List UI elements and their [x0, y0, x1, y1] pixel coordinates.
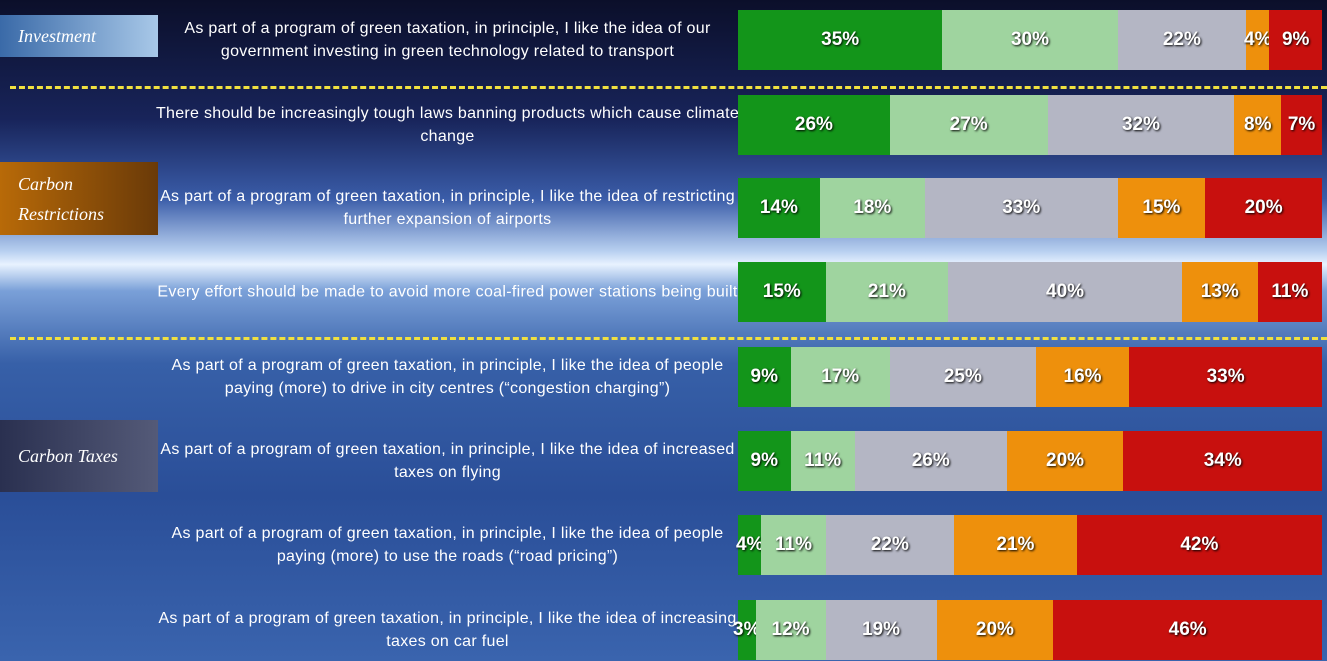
data-label: 3%	[733, 619, 761, 640]
data-label: 21%	[867, 281, 906, 302]
data-label: 9%	[750, 366, 778, 387]
data-label: 9%	[750, 450, 778, 471]
group-label: Carbon Taxes	[0, 420, 158, 492]
bar-segment: 20%	[1006, 431, 1124, 491]
bar-segment: 11%	[761, 515, 826, 575]
data-label: 19%	[862, 619, 901, 640]
data-label: 22%	[870, 534, 909, 555]
bar-segment: 18%	[819, 178, 925, 238]
bar-segment: 32%	[1047, 95, 1235, 155]
bar-segment: 14%	[738, 178, 820, 238]
bar-segment: 11%	[790, 431, 855, 491]
data-label: 15%	[1142, 197, 1181, 218]
data-label: 30%	[1010, 29, 1049, 50]
data-label: 13%	[1200, 281, 1239, 302]
bar-segment: 16%	[1035, 347, 1130, 407]
data-label: 26%	[794, 114, 833, 135]
bar-segment: 42%	[1076, 515, 1322, 575]
bar-segment: 33%	[924, 178, 1118, 238]
data-label: 40%	[1046, 281, 1085, 302]
data-label: 11%	[774, 534, 812, 555]
bar-segment: 40%	[948, 262, 1182, 322]
data-label: 12%	[771, 619, 810, 640]
bar-segment: 15%	[738, 262, 826, 322]
bar-segment: 26%	[738, 95, 890, 155]
data-label: 18%	[853, 197, 892, 218]
bar-segment: 22%	[825, 515, 955, 575]
bar-segment: 33%	[1129, 347, 1322, 407]
bar-segment: 46%	[1053, 600, 1322, 660]
separator	[10, 86, 1327, 89]
bar-segment: 9%	[738, 347, 791, 407]
bar-segment: 3%	[733, 600, 761, 660]
bar-segment: 4%	[1244, 10, 1272, 70]
bar-segment: 12%	[755, 600, 826, 660]
data-label: 26%	[911, 450, 950, 471]
category-label: Every effort should be made to avoid mor…	[157, 283, 738, 301]
data-label: 33%	[1206, 366, 1245, 387]
data-label: 27%	[949, 114, 988, 135]
data-label: 22%	[1162, 29, 1201, 50]
bar-segment: 34%	[1123, 431, 1322, 491]
bar-segment: 7%	[1281, 95, 1322, 155]
data-label: 4%	[1244, 29, 1272, 50]
bar-segment: 17%	[790, 347, 890, 407]
bar-segment: 13%	[1181, 262, 1258, 322]
data-label: 20%	[1244, 197, 1283, 218]
bar-segment: 9%	[1269, 10, 1322, 70]
data-label: 11%	[804, 450, 842, 471]
bar-segment: 21%	[954, 515, 1077, 575]
bar-segment: 27%	[889, 95, 1048, 155]
category-label: As part of a program of green taxation, …	[184, 20, 711, 60]
data-label: 17%	[821, 366, 860, 387]
data-label: 4%	[735, 534, 764, 555]
data-label: 21%	[996, 534, 1035, 555]
data-label: 42%	[1180, 534, 1219, 555]
bar-segment: 25%	[889, 347, 1036, 407]
bar-segment: 26%	[854, 431, 1007, 491]
separator	[10, 337, 1327, 340]
bar-segment: 9%	[738, 431, 791, 491]
data-label: 46%	[1168, 619, 1207, 640]
category-label: As part of a program of green taxation, …	[160, 441, 735, 481]
bar-segment: 20%	[1205, 178, 1322, 238]
data-label: 20%	[975, 619, 1014, 640]
category-label: As part of a program of green taxation, …	[158, 610, 737, 650]
bar-segment: 35%	[738, 10, 943, 70]
bar-segment: 4%	[735, 515, 764, 575]
bar-segment: 20%	[936, 600, 1054, 660]
group-label: Investment	[0, 15, 158, 57]
data-label: 20%	[1046, 450, 1085, 471]
data-label: 34%	[1203, 450, 1242, 471]
data-label: 15%	[762, 281, 801, 302]
bar-segment: 19%	[825, 600, 937, 660]
data-label: 9%	[1281, 29, 1310, 50]
data-label: 11%	[1271, 281, 1309, 302]
data-label: 32%	[1121, 114, 1160, 135]
bar-segment: 30%	[942, 10, 1118, 70]
bar-segment: 21%	[825, 262, 949, 322]
data-label: 16%	[1063, 366, 1102, 387]
bar-segment: 11%	[1257, 262, 1322, 322]
data-label: 14%	[759, 197, 798, 218]
data-label: 25%	[943, 366, 982, 387]
bar-segment: 22%	[1117, 10, 1247, 70]
category-label: As part of a program of green taxation, …	[160, 188, 735, 228]
data-label: 33%	[1002, 197, 1041, 218]
data-label: 7%	[1287, 114, 1316, 135]
category-label: As part of a program of green taxation, …	[171, 525, 724, 565]
bar-segment: 15%	[1117, 178, 1206, 238]
category-label: As part of a program of green taxation, …	[171, 357, 724, 397]
group-label: Carbon Restrictions	[0, 162, 158, 235]
data-label: 35%	[821, 29, 860, 50]
bar-segment: 8%	[1234, 95, 1282, 155]
data-label: 8%	[1244, 114, 1272, 135]
category-label: There should be increasingly tough laws …	[155, 105, 740, 145]
